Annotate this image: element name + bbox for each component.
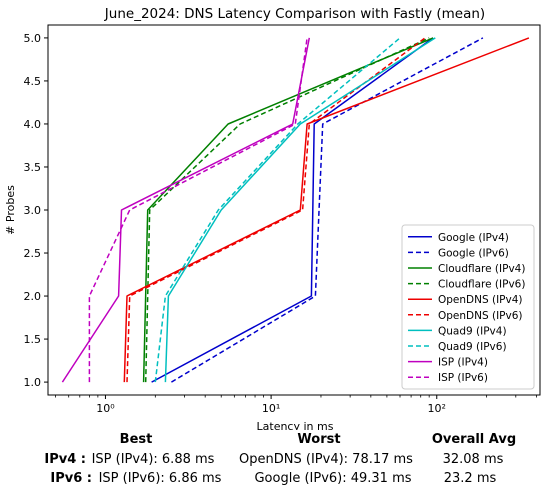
legend: Google (IPv4) Google (IPv6) Cloudflare (IP… (401, 224, 535, 390)
series-line-opendns-ipv4 (123, 37, 530, 383)
series-line-isp-ipv6 (88, 37, 308, 383)
y-tick-label: 2.0 (24, 290, 42, 303)
series-line-quad9-ipv6 (154, 37, 401, 383)
x-tick-label: 10¹ (262, 402, 280, 415)
series-line-quad9-ipv4 (164, 37, 436, 383)
y-tick-label: 5.0 (24, 32, 42, 45)
series-line-cloudflare-ipv6 (144, 37, 430, 383)
legend-entry: Google (IPv4) (438, 232, 509, 244)
summary-worst-ipv4: OpenDNS (IPv4): 78.17 ms (239, 452, 413, 467)
latency-chart: June_2024: DNS Latency Comparison with F… (4, 6, 541, 430)
series-line-google-ipv4 (151, 37, 434, 383)
legend-entry: ISP (IPv4) (438, 357, 488, 369)
series-line-google-ipv6 (171, 37, 484, 383)
x-tick-label: 10² (428, 402, 446, 415)
legend-box (401, 224, 535, 390)
y-tick-label: 1.5 (24, 333, 42, 346)
legend-entry: Quad9 (IPv6) (438, 341, 507, 353)
series-line-opendns-ipv6 (126, 37, 426, 383)
summary-row-label-ipv4: IPv4 : (44, 452, 86, 467)
summary-table: Best Worst Overall Avg IPv4 : ISP (IPv4)… (0, 430, 551, 496)
summary-best-ipv6: ISP (IPv6): 6.86 ms (98, 471, 222, 486)
x-axis: 10⁰ 10¹ 10² (55, 395, 537, 415)
y-tick-label: 2.5 (24, 247, 42, 260)
series-line-isp-ipv4 (61, 37, 311, 383)
summary-worst-ipv6: Google (IPv6): 49.31 ms (254, 471, 412, 486)
legend-entry: ISP (IPv6) (438, 372, 488, 384)
y-tick-label: 3.0 (24, 204, 42, 217)
y-tick-label: 4.5 (24, 75, 42, 88)
y-tick-label: 1.0 (24, 376, 42, 389)
y-tick-label: 4.0 (24, 118, 42, 131)
summary-avg-ipv6: 23.2 ms (443, 471, 497, 486)
summary-header-avg: Overall Avg (431, 432, 517, 447)
legend-entry: OpenDNS (IPv6) (438, 310, 523, 322)
summary-row-label-ipv6: IPv6 : (50, 471, 92, 486)
summary-best-ipv4: ISP (IPv4): 6.88 ms (91, 452, 215, 467)
x-axis-label: Latency in ms (257, 420, 334, 430)
legend-entry: Cloudflare (IPv6) (438, 279, 525, 291)
summary-header-best: Best (119, 432, 153, 447)
y-axis-label: # Probes (4, 185, 17, 235)
series-line-cloudflare-ipv4 (142, 37, 434, 383)
chart-title: June_2024: DNS Latency Comparison with F… (104, 6, 485, 22)
legend-entry: OpenDNS (IPv4) (438, 294, 523, 306)
legend-entry: Google (IPv6) (438, 247, 509, 259)
y-tick-label: 3.5 (24, 161, 42, 174)
series-lines (61, 37, 530, 383)
summary-header-worst: Worst (297, 432, 341, 447)
y-axis: 1.0 1.5 2.0 2.5 3.0 3.5 4.0 4.5 5.0 (24, 32, 48, 389)
summary-avg-ipv4: 32.08 ms (442, 452, 504, 467)
legend-entry: Cloudflare (IPv4) (438, 263, 525, 275)
legend-entry: Quad9 (IPv4) (438, 325, 507, 337)
x-tick-label: 10⁰ (96, 402, 115, 415)
